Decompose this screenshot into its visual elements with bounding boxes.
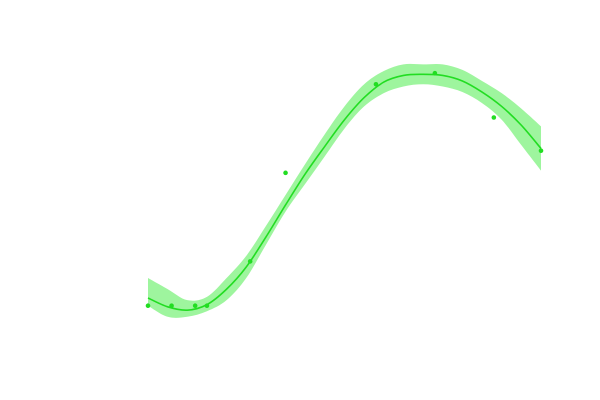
data-point	[247, 259, 253, 264]
data-point	[145, 303, 151, 309]
data-point	[538, 148, 544, 154]
fit-line-layer	[147, 73, 542, 311]
data-points-layer	[145, 70, 544, 309]
data-point	[491, 115, 497, 120]
confidence-band	[148, 63, 541, 318]
data-point	[192, 303, 198, 309]
data-point	[432, 70, 438, 76]
data-point	[283, 170, 288, 176]
data-point	[373, 81, 379, 87]
data-point	[169, 303, 174, 309]
data-point	[204, 303, 210, 309]
fit-line	[147, 73, 542, 311]
confidence-band-layer	[148, 63, 541, 318]
